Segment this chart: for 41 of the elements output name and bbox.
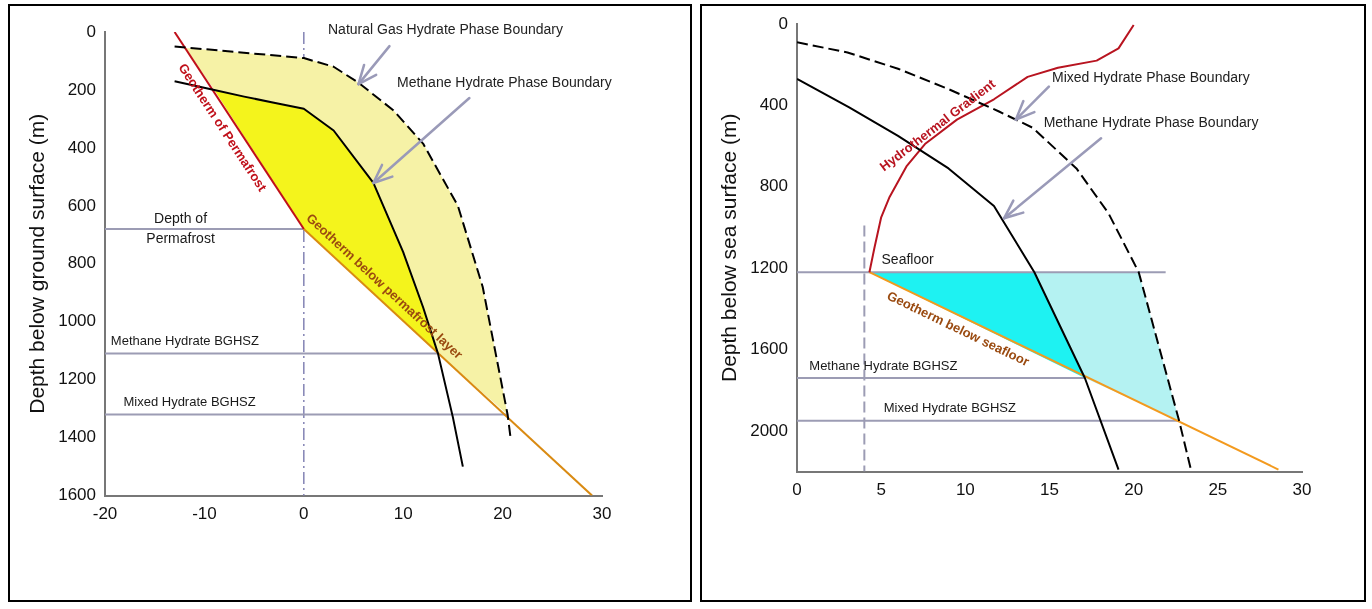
- series-label: Methane Hydrate BGHSZ: [110, 333, 260, 349]
- series-label: Seafloor: [881, 251, 935, 268]
- y-tick-label: 1200: [750, 257, 789, 277]
- x-tick-label: 10: [955, 480, 975, 500]
- y-tick-label: 800: [67, 253, 97, 273]
- series-label: Mixed Hydrate BGHSZ: [123, 394, 256, 410]
- y-tick-label: 1000: [58, 311, 97, 331]
- x-tick-label: 15: [1040, 480, 1059, 500]
- x-tick-label: 30: [592, 504, 612, 524]
- x-tick-label: -20: [92, 504, 118, 524]
- y-tick-label: 1600: [750, 339, 789, 359]
- annotation: Natural Gas Hydrate Phase Boundary: [327, 21, 563, 38]
- y-tick-label: 2000: [750, 420, 789, 440]
- series-label: Methane Hydrate BGHSZ: [809, 357, 958, 373]
- y-tick-label: 400: [759, 95, 789, 115]
- y-tick-label: 1400: [58, 427, 97, 447]
- annotation: Mixed Hydrate Phase Boundary: [1052, 69, 1250, 86]
- y-tick-label: 600: [67, 195, 97, 215]
- y-axis-title: Depth below ground surface (m): [25, 113, 49, 414]
- series-label: Depth of Permafrost: [146, 209, 215, 246]
- x-tick-label: -10: [192, 504, 217, 524]
- y-tick-label: 0: [86, 21, 97, 41]
- x-tick-label: 25: [1208, 480, 1228, 500]
- x-tick-label: 10: [393, 504, 413, 524]
- x-tick-label: 20: [493, 504, 513, 524]
- line-series: [797, 41, 1192, 471]
- x-tick-label: 30: [1292, 480, 1312, 500]
- y-tick-label: 400: [67, 137, 97, 157]
- annotation: Methane Hydrate Phase Boundary: [1043, 114, 1259, 131]
- y-tick-label: 0: [778, 13, 789, 33]
- x-tick-label: 0: [299, 504, 309, 524]
- y-tick-label: 1200: [58, 369, 97, 389]
- x-tick-label: 20: [1124, 480, 1144, 500]
- annotation: Methane Hydrate Phase Boundary: [396, 73, 612, 90]
- x-tick-label: 5: [876, 480, 886, 500]
- series-label: Mixed Hydrate BGHSZ: [883, 400, 1017, 416]
- y-tick-label: 800: [759, 176, 789, 196]
- y-axis-title: Depth below sea surface (m): [717, 113, 741, 383]
- x-tick-label: 0: [792, 480, 802, 500]
- y-tick-label: 200: [67, 79, 97, 99]
- y-tick-label: 1600: [58, 485, 97, 505]
